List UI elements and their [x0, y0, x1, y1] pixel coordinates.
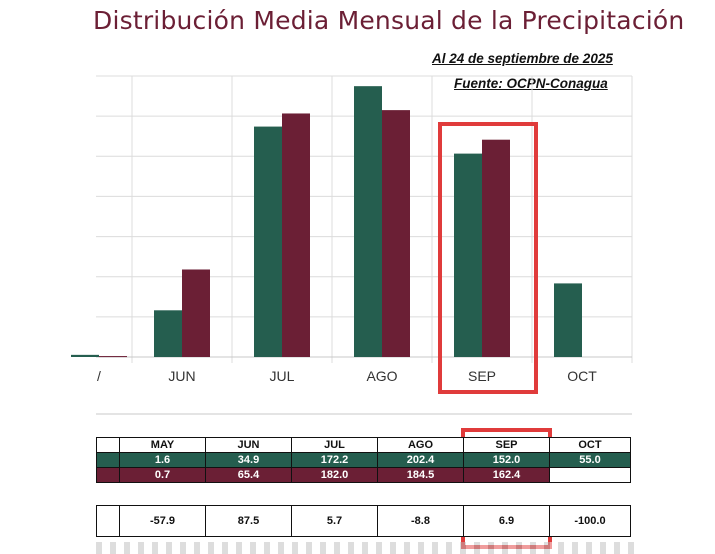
table-cell: 6.9: [463, 505, 550, 537]
table-cell: 182.0: [291, 467, 378, 483]
table-header: MAY: [119, 437, 206, 453]
bar-ago-series-2: [382, 110, 410, 357]
date-note: Al 24 de septiembre de 2025: [432, 51, 613, 66]
table-stub-cell: [96, 437, 120, 453]
table-cell: 1.6: [119, 452, 206, 468]
table-row-difference: -57.9 87.5 5.7 -8.8 6.9 -100.0: [96, 505, 631, 537]
cropped-footnote: [96, 542, 636, 554]
table-cell: -8.8: [377, 505, 464, 537]
table-header-row: MAY JUN JUL AGO SEP OCT: [96, 437, 631, 453]
table-cell: 5.7: [291, 505, 378, 537]
bar-may-series-2: [99, 356, 127, 358]
table-cell: 65.4: [205, 467, 292, 483]
x-tick-label: AGO: [366, 368, 397, 384]
table-header: OCT: [549, 437, 631, 453]
bar-jun-series-1: [154, 310, 182, 357]
x-tick-label: JUL: [270, 368, 295, 384]
bars: [71, 86, 582, 358]
table-spacer-cell: [96, 482, 631, 506]
table-cell: 184.5: [377, 467, 464, 483]
bar-jul-series-1: [254, 126, 282, 357]
bar-sep-series-1: [454, 153, 482, 357]
table-stub-cell: [96, 505, 120, 537]
table-header: JUL: [291, 437, 378, 453]
bar-oct-series-1: [554, 283, 582, 357]
table-row-series-a: 1.6 34.9 172.2 202.4 152.0 55.0: [96, 452, 631, 468]
bar-sep-series-2: [482, 139, 510, 357]
table-stub-cell: [96, 452, 120, 468]
table-cell: 202.4: [377, 452, 464, 468]
table-header: SEP: [463, 437, 550, 453]
table-cell: 34.9: [205, 452, 292, 468]
x-tick-label: /: [97, 368, 101, 384]
table-cell: 0.7: [119, 467, 206, 483]
sep-highlight-box-chart: [438, 122, 538, 394]
table-cell: 172.2: [291, 452, 378, 468]
table-header: AGO: [377, 437, 464, 453]
table-header: JUN: [205, 437, 292, 453]
chart-title: Distribución Media Mensual de la Precipi…: [93, 6, 685, 35]
source-note: Fuente: OCPN-Conagua: [454, 76, 608, 91]
table-cell: -100.0: [549, 505, 631, 537]
table-cell: 162.4: [463, 467, 550, 483]
x-tick-label: SEP: [468, 368, 496, 384]
table-cell: -57.9: [119, 505, 206, 537]
x-tick-label: JUN: [168, 368, 195, 384]
table-spacer-row: [96, 482, 631, 506]
x-tick-label: OCT: [567, 368, 597, 384]
table-stub-cell: [96, 467, 120, 483]
table-cell: 55.0: [549, 452, 631, 468]
bar-chart: / JUN JUL AGO SEP OCT: [71, 75, 633, 415]
table-cell: 152.0: [463, 452, 550, 468]
bar-may-series-1: [71, 354, 99, 357]
bar-jul-series-2: [282, 113, 310, 357]
table-cell: [549, 467, 631, 483]
data-table: MAY JUN JUL AGO SEP OCT 1.6 34.9 172.2 2…: [96, 437, 631, 537]
bar-ago-series-1: [354, 86, 382, 357]
table-row-series-b: 0.7 65.4 182.0 184.5 162.4: [96, 467, 631, 483]
table-cell: 87.5: [205, 505, 292, 537]
x-tick-labels: / JUN JUL AGO SEP OCT: [97, 368, 597, 384]
bar-jun-series-2: [182, 269, 210, 357]
